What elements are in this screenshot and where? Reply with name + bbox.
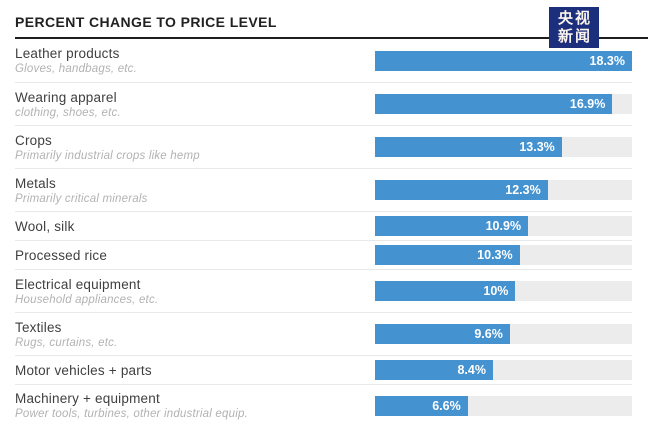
bar-track: 16.9% — [375, 94, 632, 114]
bar: 10.3% — [375, 245, 520, 265]
category-label: Motor vehicles + parts — [15, 362, 152, 378]
bar-track: 10.3% — [375, 245, 632, 265]
bar-track: 6.6% — [375, 395, 632, 416]
bar-value-label: 8.4% — [457, 363, 486, 377]
chart-row: Electrical equipment Household appliance… — [15, 269, 632, 312]
bar-value-label: 18.3% — [589, 53, 625, 68]
bar: 10.9% — [375, 216, 529, 236]
bar-track: 9.6% — [375, 324, 632, 344]
category-subtitle: Primarily critical minerals — [15, 192, 148, 205]
bar: 13.3% — [375, 137, 562, 157]
chart-row: Wool, silk 10.9% — [15, 211, 632, 240]
chart-row: Crops Primarily industrial crops like he… — [15, 125, 632, 168]
bar-track: 8.4% — [375, 360, 632, 380]
category-labels: Metals Primarily critical minerals — [15, 176, 375, 205]
category-label: Wool, silk — [15, 218, 75, 234]
bar-value-label: 12.3% — [505, 183, 541, 197]
category-labels: Motor vehicles + parts — [15, 363, 375, 378]
bar-track: 12.3% — [375, 180, 632, 200]
bar-track: 10.9% — [375, 216, 632, 236]
category-subtitle: Power tools, turbines, other industrial … — [15, 408, 248, 420]
chart-row: Leather products Gloves, handbags, etc. … — [15, 39, 632, 82]
category-labels: Leather products Gloves, handbags, etc. — [15, 46, 375, 75]
bar: 9.6% — [375, 324, 510, 344]
chart-row: Metals Primarily critical minerals 12.3% — [15, 168, 632, 211]
logo-line-1: 央视 — [557, 9, 592, 27]
category-labels: Processed rice — [15, 248, 375, 263]
bar-track: 13.3% — [375, 137, 632, 157]
category-label: Machinery + equipment — [15, 391, 160, 406]
category-subtitle: clothing, shoes, etc. — [15, 106, 121, 119]
chart-row: Motor vehicles + parts 8.4% — [15, 355, 632, 384]
chart-row: Wearing apparel clothing, shoes, etc. 16… — [15, 82, 632, 125]
bar-track: 18.3% — [375, 50, 632, 71]
category-label: Processed rice — [15, 247, 108, 263]
title-rule — [15, 37, 648, 39]
category-label: Wearing apparel — [15, 89, 117, 105]
category-labels: Wool, silk — [15, 219, 375, 234]
chart-row: Machinery + equipment Power tools, turbi… — [15, 384, 632, 426]
bar-value-label: 10.9% — [485, 219, 522, 233]
category-label: Leather products — [15, 46, 120, 61]
category-labels: Wearing apparel clothing, shoes, etc. — [15, 90, 375, 119]
logo-line-2: 新闻 — [557, 27, 592, 45]
chart-rows: Leather products Gloves, handbags, etc. … — [0, 39, 655, 426]
cctv-news-logo: 央视 新闻 — [549, 7, 599, 48]
chart-header: PERCENT CHANGE TO PRICE LEVEL 央视 新闻 — [0, 0, 655, 48]
category-labels: Electrical equipment Household appliance… — [15, 277, 375, 306]
bar-value-label: 13.3% — [519, 140, 555, 154]
bar: 16.9% — [375, 94, 613, 114]
chart-row: Textiles Rugs, curtains, etc. 9.6% — [15, 312, 632, 355]
chart-title: PERCENT CHANGE TO PRICE LEVEL — [15, 14, 277, 30]
category-subtitle: Gloves, handbags, etc. — [15, 63, 138, 75]
category-label: Electrical equipment — [15, 276, 141, 292]
chart-row: Processed rice 10.3% — [15, 240, 632, 269]
category-labels: Machinery + equipment Power tools, turbi… — [15, 391, 375, 420]
category-label: Crops — [15, 132, 53, 148]
bar-value-label: 16.9% — [569, 97, 606, 111]
category-subtitle: Rugs, curtains, etc. — [15, 336, 118, 349]
category-subtitle: Household appliances, etc. — [15, 293, 159, 306]
category-labels: Crops Primarily industrial crops like he… — [15, 133, 375, 162]
bar: 6.6% — [375, 395, 468, 416]
category-label: Metals — [15, 175, 56, 191]
bar: 18.3% — [375, 50, 632, 71]
bar-value-label: 10% — [483, 284, 509, 298]
bar-value-label: 10.3% — [477, 248, 513, 262]
bar: 8.4% — [375, 360, 493, 380]
category-labels: Textiles Rugs, curtains, etc. — [15, 320, 375, 349]
category-subtitle: Primarily industrial crops like hemp — [15, 149, 200, 162]
bar-value-label: 9.6% — [474, 327, 503, 341]
bar-track: 10% — [375, 281, 632, 301]
category-label: Textiles — [15, 319, 62, 335]
bar-value-label: 6.6% — [432, 398, 461, 413]
bar: 12.3% — [375, 180, 548, 200]
bar: 10% — [375, 281, 516, 301]
